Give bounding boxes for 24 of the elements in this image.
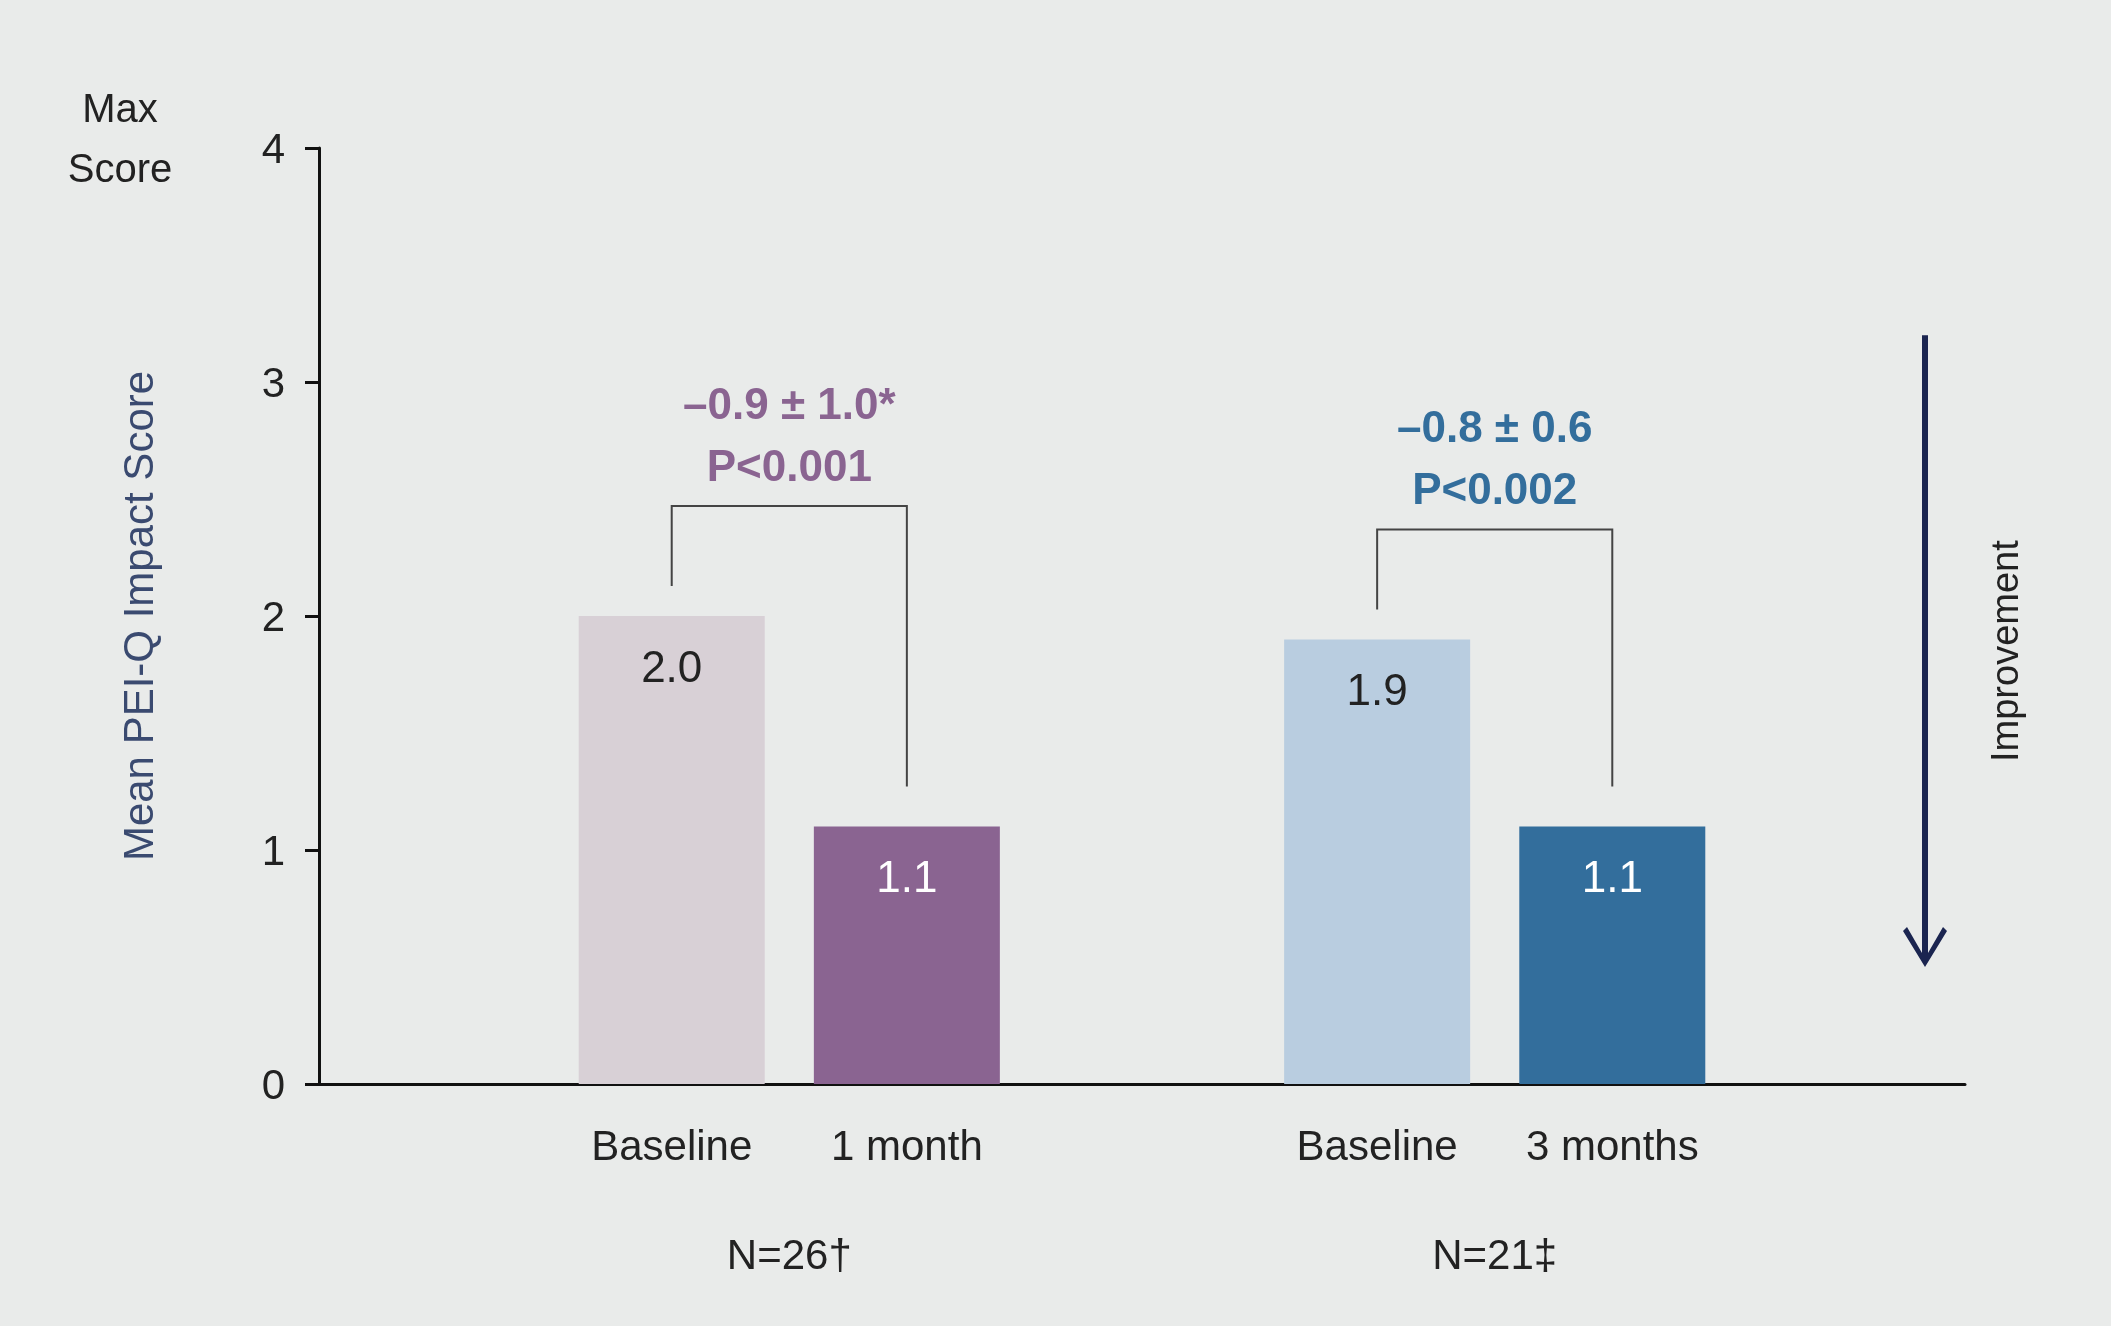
annotation: –0.8 ± 0.6 P<0.002 — [1397, 401, 1593, 513]
bar — [578, 616, 765, 1084]
bar — [1519, 826, 1706, 1084]
annotation: –0.9 ± 1.0* P<0.001 — [683, 378, 897, 490]
text: Max Score — [67, 86, 173, 190]
x-tick-label: 1 month — [830, 1121, 983, 1169]
bar — [813, 826, 1000, 1084]
data-label: 1.1 — [876, 852, 938, 902]
y-axis-title: Mean PEI-Q Impact Score — [114, 370, 162, 862]
y-tick-label: 0 — [261, 1060, 285, 1108]
y-tick-label: 3 — [261, 358, 285, 406]
y-tick-label: 1 — [261, 826, 285, 874]
data-label: 1.9 — [1346, 664, 1408, 714]
text: N=26† — [726, 1230, 852, 1278]
x-tick-label: Baseline — [1296, 1121, 1458, 1169]
data-label: 1.1 — [1581, 852, 1643, 902]
x-tick-label: Baseline — [591, 1121, 753, 1169]
data-label: 2.0 — [641, 641, 703, 691]
text: Improvement — [1984, 539, 2026, 762]
x-tick-label: 3 months — [1525, 1121, 1699, 1169]
text: N=21‡ — [1432, 1230, 1558, 1278]
bar — [1284, 639, 1471, 1084]
y-tick-label: 4 — [261, 124, 285, 172]
y-tick-label: 2 — [261, 592, 285, 640]
